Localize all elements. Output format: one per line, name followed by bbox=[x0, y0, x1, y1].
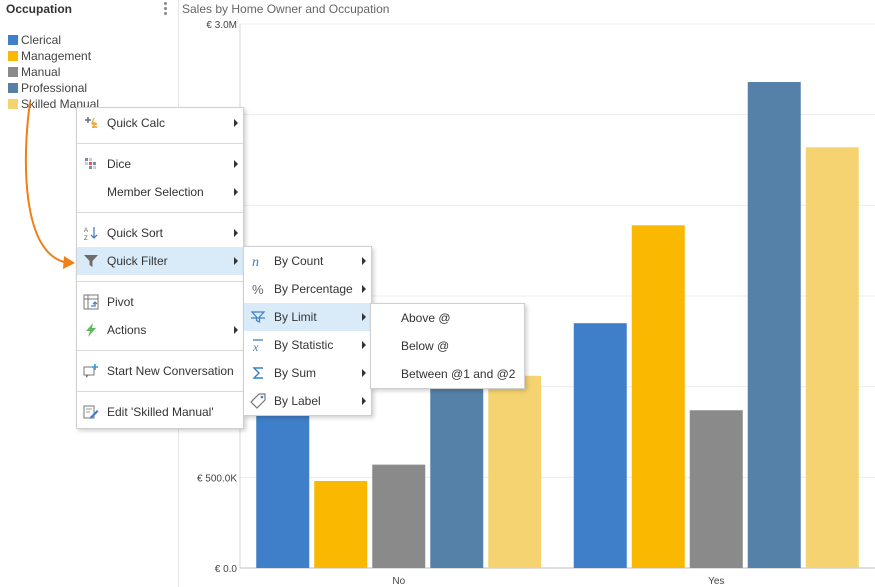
bar-management-yes bbox=[631, 225, 685, 568]
submenu-arrow-icon bbox=[234, 326, 238, 334]
menu-item-dice[interactable]: Dice bbox=[77, 150, 243, 178]
submenu-arrow-icon bbox=[234, 229, 238, 237]
y-tick-label: € 3.0M bbox=[206, 20, 237, 31]
legend-label: Management bbox=[21, 49, 92, 63]
menu-item-pivot[interactable]: Pivot bbox=[77, 288, 243, 316]
menu-item-edit[interactable]: Edit 'Skilled Manual' bbox=[77, 398, 243, 426]
submenu-arrow-icon bbox=[362, 257, 366, 265]
submenu-arrow-icon bbox=[362, 313, 366, 321]
menu-separator bbox=[77, 281, 243, 282]
bar-manual-yes bbox=[689, 410, 743, 568]
menu-item-by-sum[interactable]: By Sum bbox=[244, 359, 371, 387]
count-icon: n bbox=[250, 253, 266, 269]
bar-skilled-manual-yes bbox=[805, 147, 859, 568]
edit-icon bbox=[83, 404, 99, 420]
bar-skilled-manual-no bbox=[488, 375, 542, 568]
submenu-arrow-icon bbox=[234, 119, 238, 127]
bar-manual-no bbox=[372, 464, 426, 568]
submenu-arrow-icon bbox=[362, 341, 366, 349]
menu-item-quick-filter[interactable]: Quick Filter bbox=[77, 247, 243, 275]
legend-item-professional[interactable]: Professional bbox=[8, 80, 99, 96]
submenu-arrow-icon bbox=[362, 397, 366, 405]
menu-separator bbox=[77, 391, 243, 392]
new-conversation-icon bbox=[83, 363, 99, 379]
filter-icon bbox=[83, 253, 99, 269]
svg-text:A: A bbox=[84, 228, 88, 234]
quick-filter-submenu: n By Count % By Percentage By Limit x By… bbox=[243, 246, 372, 416]
quick-calc-icon bbox=[83, 115, 99, 131]
by-limit-submenu: Above @ Below @ Between @1 and @2 bbox=[370, 303, 525, 389]
menu-item-member-selection[interactable]: Member Selection bbox=[77, 178, 243, 206]
legend-swatch bbox=[8, 51, 18, 61]
menu-item-start-new-conversation[interactable]: Start New Conversation bbox=[77, 357, 243, 385]
submenu-arrow-icon bbox=[362, 285, 366, 293]
menu-item-between[interactable]: Between @1 and @2 bbox=[401, 367, 516, 381]
menu-item-actions[interactable]: Actions bbox=[77, 316, 243, 344]
statistic-icon: x bbox=[250, 337, 266, 353]
y-tick-label: € 0.0 bbox=[215, 564, 238, 575]
submenu-arrow-icon bbox=[362, 369, 366, 377]
x-tick-label: Yes bbox=[708, 576, 724, 587]
more-options-icon[interactable] bbox=[161, 1, 169, 19]
menu-item-by-count[interactable]: n By Count bbox=[244, 247, 371, 275]
legend-label: Clerical bbox=[21, 33, 62, 47]
legend-item-management[interactable]: Management bbox=[8, 48, 99, 64]
legend-swatch bbox=[8, 83, 18, 93]
x-tick-label: No bbox=[392, 576, 405, 587]
legend-swatch bbox=[8, 35, 18, 45]
submenu-arrow-icon bbox=[234, 257, 238, 265]
sum-icon bbox=[250, 365, 266, 381]
legend-label: Manual bbox=[21, 65, 61, 79]
lightning-icon bbox=[83, 322, 99, 338]
dice-icon bbox=[83, 156, 99, 172]
menu-separator bbox=[77, 143, 243, 144]
menu-item-by-label[interactable]: By Label bbox=[244, 387, 371, 415]
menu-item-by-statistic[interactable]: x By Statistic bbox=[244, 331, 371, 359]
legend-label: Professional bbox=[21, 81, 88, 95]
menu-item-above[interactable]: Above @ bbox=[401, 311, 451, 325]
legend-swatch bbox=[8, 67, 18, 77]
menu-item-by-percentage[interactable]: % By Percentage bbox=[244, 275, 371, 303]
bar-clerical-yes bbox=[573, 323, 627, 568]
bar-clerical-no bbox=[256, 386, 310, 568]
pivot-icon bbox=[83, 294, 99, 310]
legend-item-manual[interactable]: Manual bbox=[8, 64, 99, 80]
submenu-arrow-icon bbox=[234, 160, 238, 168]
legend-list: Clerical Management Manual Professional … bbox=[8, 32, 99, 112]
menu-separator bbox=[77, 212, 243, 213]
bar-professional-yes bbox=[747, 82, 801, 568]
legend-title: Occupation bbox=[6, 2, 73, 16]
submenu-arrow-icon bbox=[234, 188, 238, 196]
label-tag-icon bbox=[250, 393, 266, 409]
menu-item-quick-calc[interactable]: Quick Calc bbox=[77, 109, 243, 137]
menu-item-below[interactable]: Below @ bbox=[401, 339, 450, 353]
bar-professional-no bbox=[430, 377, 484, 568]
svg-text:x: x bbox=[252, 340, 259, 353]
legend-swatch bbox=[8, 99, 18, 109]
limit-icon bbox=[250, 309, 266, 325]
svg-text:%: % bbox=[252, 282, 264, 297]
percentage-icon: % bbox=[250, 281, 266, 297]
legend-item-clerical[interactable]: Clerical bbox=[8, 32, 99, 48]
chart-title: Sales by Home Owner and Occupation bbox=[182, 2, 390, 16]
y-tick-label: € 500.0K bbox=[197, 473, 237, 484]
menu-separator bbox=[77, 350, 243, 351]
svg-text:n: n bbox=[252, 255, 259, 269]
bar-management-no bbox=[314, 480, 368, 568]
svg-text:Z: Z bbox=[84, 236, 88, 241]
menu-item-by-limit[interactable]: By Limit bbox=[244, 303, 371, 331]
